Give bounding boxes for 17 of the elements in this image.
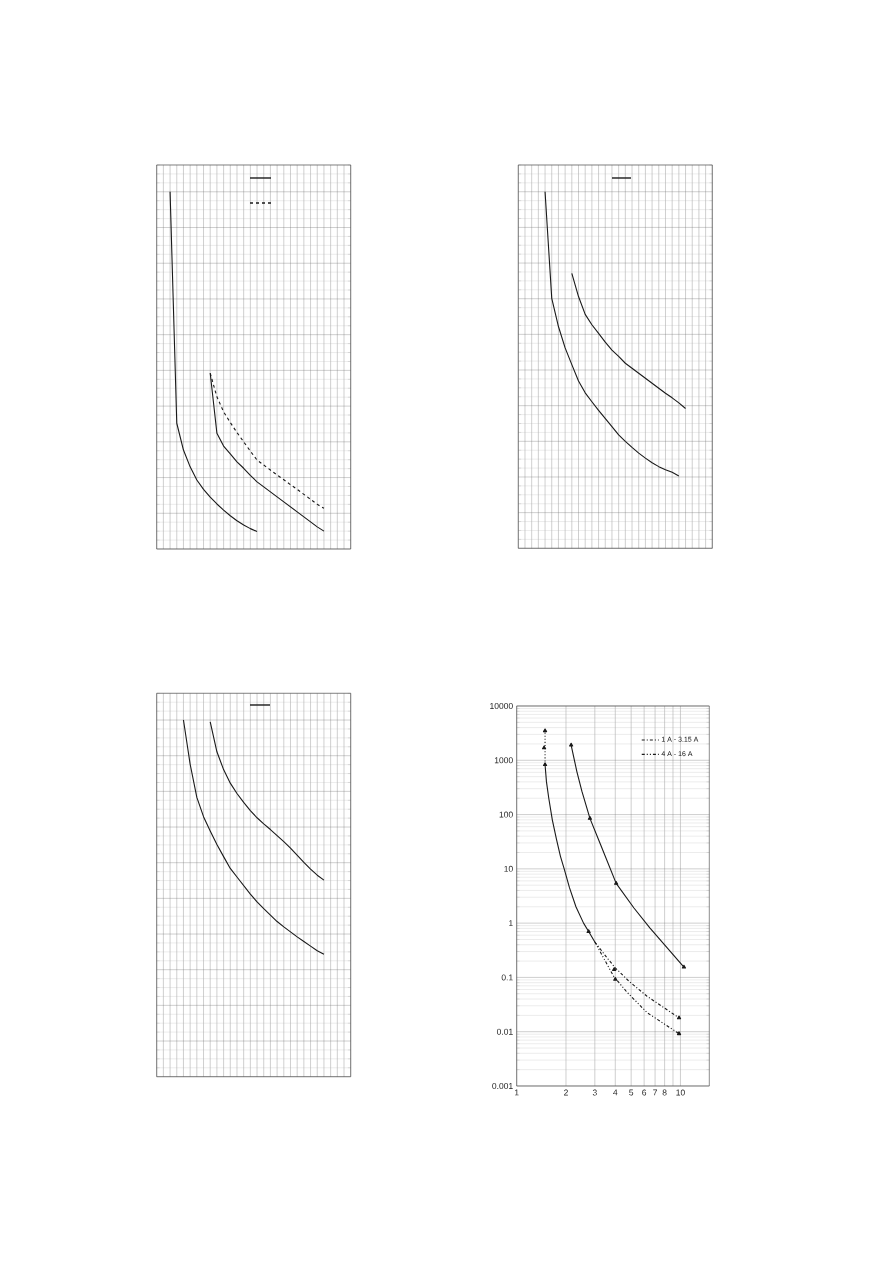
x-tick-label: 2 — [564, 1089, 568, 1096]
y-tick-label: 10000 — [490, 702, 513, 709]
y-tick-label: 1000 — [494, 757, 513, 764]
y-tick-label: 0.1 — [501, 974, 513, 981]
y-tick-label: 1 — [509, 920, 513, 927]
x-tick-label: 1 — [514, 1089, 519, 1096]
x-tick-label: 5 — [629, 1089, 634, 1096]
x-tick-label: 4 — [613, 1089, 618, 1096]
y-tick-label: 10 — [504, 865, 513, 872]
y-tick-label: 100 — [499, 811, 513, 818]
x-tick-label: 7 — [653, 1089, 658, 1096]
y-tick-label: 0.001 — [492, 1082, 513, 1089]
x-tick-label: 3 — [592, 1089, 597, 1096]
x-tick-label: 6 — [642, 1089, 647, 1096]
x-tick-label: 10 — [676, 1089, 685, 1096]
y-tick-label: 0.01 — [496, 1028, 513, 1035]
x-tick-label: 8 — [662, 1089, 667, 1096]
